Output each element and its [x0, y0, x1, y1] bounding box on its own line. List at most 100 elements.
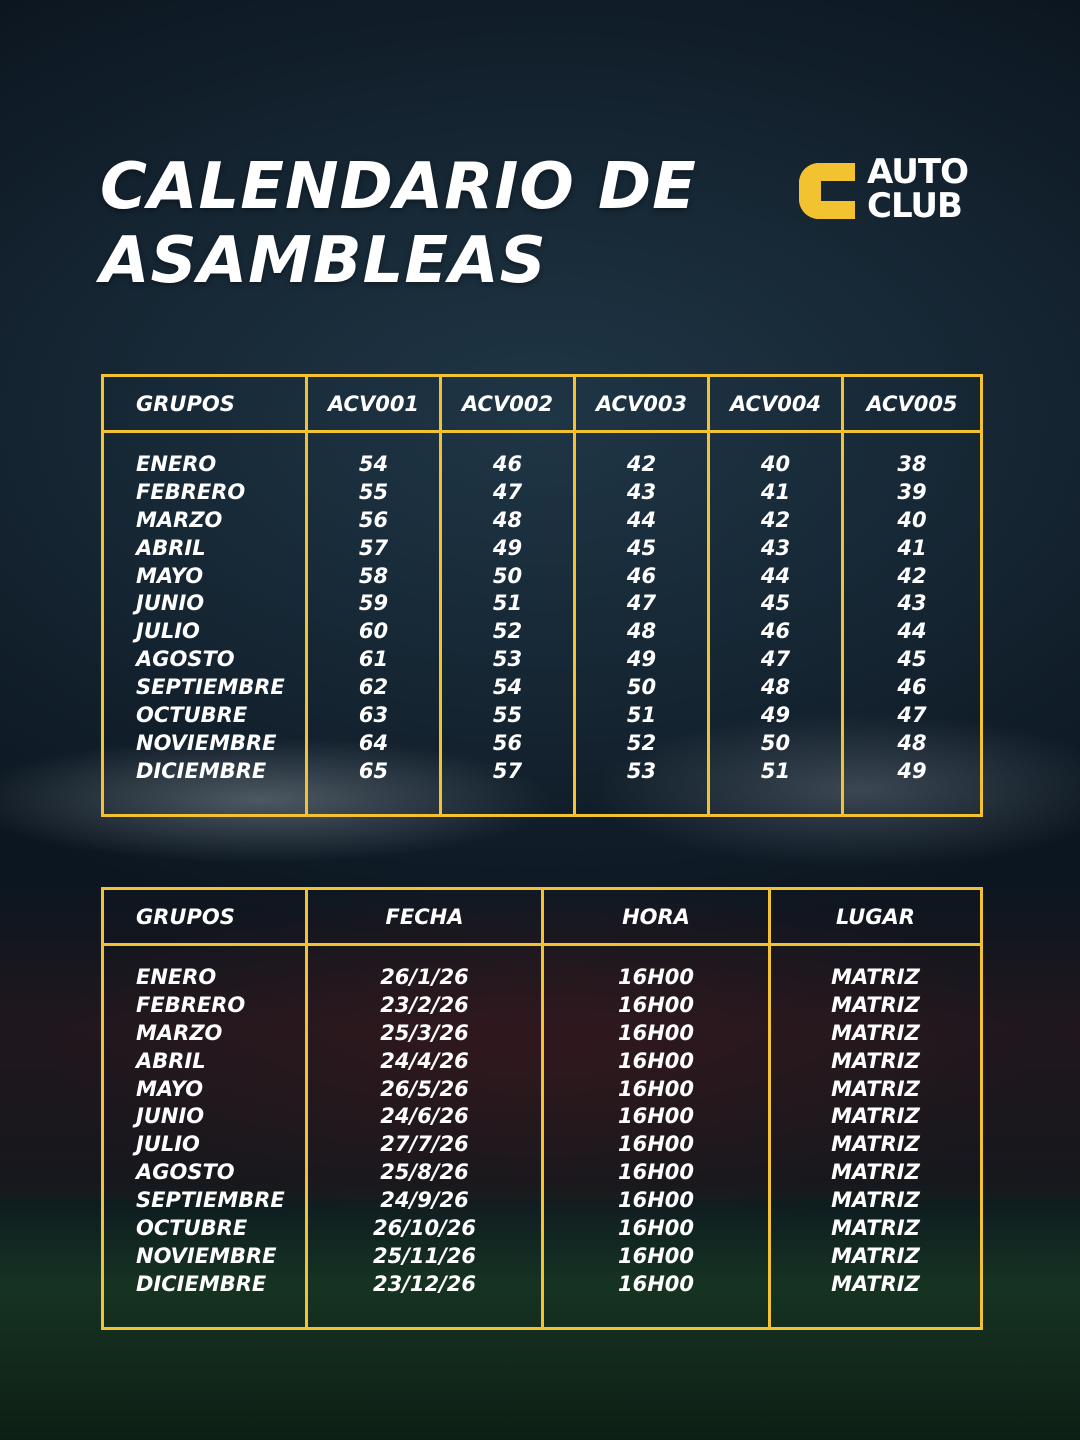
- header-acv002: ACV002: [439, 375, 576, 433]
- page-title: CALENDARIO DE ASAMBLEAS: [100, 150, 760, 298]
- header-acv004: ACV004: [707, 375, 844, 433]
- fecha-value: 26/5/26: [380, 1076, 469, 1101]
- acv002-value: 57: [492, 758, 523, 783]
- acv001-value: 62: [358, 675, 389, 700]
- month-label: MAYO: [136, 563, 204, 588]
- fecha-value: 26/1/26: [380, 965, 469, 989]
- acv005-value: 45: [897, 647, 927, 672]
- acv002-value: 53: [492, 647, 523, 672]
- header-acv005: ACV005: [841, 375, 983, 433]
- month-label: NOVIEMBRE: [136, 730, 277, 755]
- month-label: MARZO: [136, 1020, 223, 1045]
- acv002-value: 47: [492, 479, 523, 504]
- acv001-value: 65: [358, 758, 389, 783]
- hora-value: 16H00: [617, 1216, 695, 1241]
- groups-table: GRUPOS ACV001 ACV002 ACV003 ACV004 ACV00…: [101, 374, 983, 817]
- month-label: SEPTIEMBRE: [136, 1188, 285, 1213]
- acv002-value: 52: [492, 619, 523, 644]
- fecha-value: 26/10/26: [372, 1216, 476, 1241]
- acv003-value: 46: [626, 563, 657, 588]
- fecha-value: 27/7/26: [380, 1132, 469, 1157]
- month-label: DICIEMBRE: [136, 1271, 267, 1296]
- month-label: JUNIO: [136, 591, 205, 616]
- lugar-value: MATRIZ: [831, 1048, 920, 1073]
- month-label: JULIO: [136, 619, 200, 644]
- acv005-value: 38: [897, 452, 927, 476]
- month-label: FEBRERO: [136, 992, 246, 1017]
- acv005-value: 43: [897, 591, 927, 616]
- acv001-column: 54 55 56 57 58 59 60 61 62 63 64 65: [308, 433, 439, 814]
- fecha-value: 25/8/26: [380, 1160, 469, 1185]
- acv001-value: 55: [358, 479, 389, 504]
- month-label: AGOSTO: [136, 1160, 235, 1185]
- month-label: JUNIO: [136, 1104, 205, 1129]
- acv004-value: 49: [760, 703, 791, 728]
- hora-value: 16H00: [617, 1076, 695, 1101]
- acv002-value: 50: [492, 563, 523, 588]
- fecha-column: 26/1/26 23/2/26 25/3/26 24/4/26 26/5/26 24/6/…: [308, 946, 541, 1327]
- fecha-value: 25/3/26: [380, 1020, 469, 1045]
- acv004-value: 46: [760, 619, 791, 644]
- autoclub-logo-mark-icon: [799, 163, 855, 219]
- header-hora: HORA: [541, 888, 771, 946]
- lugar-value: MATRIZ: [831, 1188, 920, 1213]
- acv005-column: 38 39 40 41 42 43 44 45 46 47 48 49: [844, 433, 980, 814]
- acv001-value: 64: [358, 730, 389, 755]
- lugar-value: MATRIZ: [831, 1243, 920, 1268]
- acv001-value: 58: [358, 563, 389, 588]
- month-label: OCTUBRE: [136, 1216, 248, 1241]
- hora-value: 16H00: [617, 1132, 695, 1157]
- month-label: SEPTIEMBRE: [136, 675, 285, 700]
- acv003-value: 50: [626, 675, 657, 700]
- page-title-line-1: CALENDARIO DE: [100, 150, 697, 224]
- hora-value: 16H00: [617, 1048, 695, 1073]
- month-label: ABRIL: [136, 1048, 206, 1073]
- acv004-value: 40: [760, 452, 791, 476]
- acv004-value: 41: [760, 479, 791, 504]
- lugar-value: MATRIZ: [831, 1132, 920, 1157]
- month-label: NOVIEMBRE: [136, 1243, 277, 1268]
- acv005-value: 41: [897, 535, 927, 560]
- acv004-column: 40 41 42 43 44 45 46 47 48 49 50 51: [710, 433, 841, 814]
- fecha-value: 23/2/26: [380, 992, 469, 1017]
- hora-value: 16H00: [617, 1271, 695, 1296]
- header-lugar: LUGAR: [768, 888, 983, 946]
- acv005-value: 48: [897, 730, 927, 755]
- acv001-value: 56: [358, 507, 389, 532]
- hora-value: 16H00: [617, 992, 695, 1017]
- acv002-value: 54: [492, 675, 523, 700]
- acv003-value: 47: [626, 591, 657, 616]
- acv003-value: 51: [626, 703, 657, 728]
- acv001-value: 61: [358, 647, 389, 672]
- acv001-value: 63: [358, 703, 389, 728]
- month-label: ENERO: [136, 965, 217, 989]
- acv003-column: 42 43 44 45 46 47 48 49 50 51 52 53: [576, 433, 707, 814]
- acv005-value: 39: [897, 479, 927, 504]
- acv005-value: 46: [897, 675, 927, 700]
- header-acv003: ACV003: [573, 375, 710, 433]
- lugar-value: MATRIZ: [831, 1020, 920, 1045]
- acv001-value: 54: [358, 452, 389, 476]
- acv003-value: 53: [626, 758, 657, 783]
- header-grupos: GRUPOS: [101, 375, 308, 433]
- hora-value: 16H00: [617, 1104, 695, 1129]
- autoclub-logo: AUTO CLUB: [795, 155, 995, 230]
- acv002-value: 55: [492, 703, 523, 728]
- acv005-value: 49: [897, 758, 927, 783]
- lugar-value: MATRIZ: [831, 1216, 920, 1241]
- month-label: MARZO: [136, 507, 223, 532]
- page-title-line-2: ASAMBLEAS: [100, 224, 547, 298]
- hora-value: 16H00: [617, 1160, 695, 1185]
- month-label: ENERO: [136, 452, 217, 476]
- acv003-value: 52: [626, 730, 657, 755]
- lugar-value: MATRIZ: [831, 965, 920, 989]
- acv001-value: 60: [358, 619, 389, 644]
- month-label: JULIO: [136, 1132, 200, 1157]
- hora-column: 16H00 16H00 16H00 16H00 16H00 16H00 16H00 16H00…: [544, 946, 768, 1327]
- month-label: AGOSTO: [136, 647, 235, 672]
- acv004-value: 43: [760, 535, 791, 560]
- month-list: ENERO FEBRERO MARZO ABRIL MAYO JUNIO JULIO AGOS…: [136, 433, 305, 814]
- acv004-value: 42: [760, 507, 791, 532]
- header-acv001: ACV001: [305, 375, 442, 433]
- acv003-value: 43: [626, 479, 657, 504]
